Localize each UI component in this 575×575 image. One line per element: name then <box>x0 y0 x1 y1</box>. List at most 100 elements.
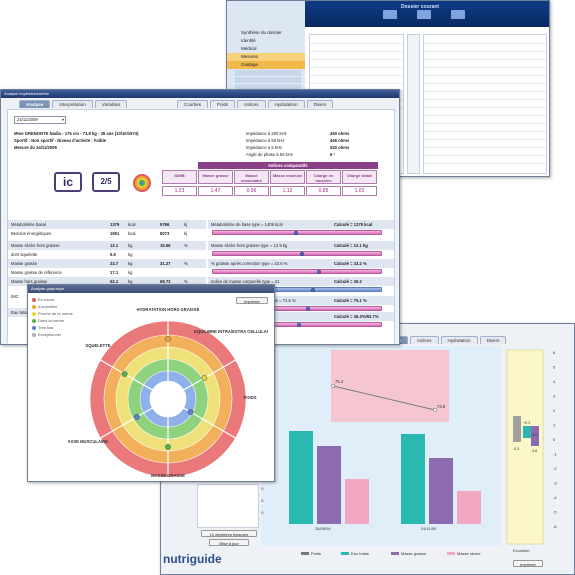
result-row: Masse grasse de référence 17.1 kg <box>8 268 206 277</box>
weight-point <box>331 384 335 388</box>
tab-hydratation[interactable]: Hydratation <box>440 336 478 344</box>
tab-indices[interactable]: Indices <box>237 100 266 108</box>
sidebar-item-synthese[interactable]: Synthèse du dossier <box>241 30 282 35</box>
radial-axis-label: SQUELETTE <box>85 343 110 348</box>
toolbar-icon[interactable] <box>451 10 465 19</box>
legend-label: Proche de la norme <box>38 311 73 316</box>
evolution-bar <box>531 426 539 446</box>
right-axis-tick: 1 <box>553 423 556 428</box>
measure-line: Mesure du 24/11/2009 <box>14 145 57 150</box>
tab-indices[interactable]: Indices <box>410 336 439 344</box>
indices-value: 0.85 <box>306 186 341 196</box>
legend-label: Poids <box>311 551 321 556</box>
legend-item: En excès <box>32 297 54 303</box>
legend-label: Dans la norme <box>38 318 65 323</box>
tabbar-right: Courbes Poids Indices Hydratation Divers <box>177 100 334 108</box>
right-axis-tick: 0 <box>553 437 556 442</box>
chart-bar <box>401 434 425 524</box>
indices-header: IDMB <box>162 170 197 184</box>
indices-value: 0.96 <box>234 186 269 196</box>
impedance-label: Impédance à 200 kHz <box>246 131 287 136</box>
norm-bar <box>212 251 382 256</box>
norm-slider-knob <box>300 251 305 256</box>
radial-marker <box>165 336 171 342</box>
side-list[interactable] <box>197 484 259 528</box>
left-axis-tick: 20 <box>261 498 264 503</box>
legend-label: Masse sèche <box>457 551 481 556</box>
indices-value: 1.47 <box>198 186 233 196</box>
norm-row: % graisse après correction type = 22.6 %… <box>208 259 394 268</box>
right-axis-tick: -5 <box>553 510 557 515</box>
row-v2: 68.73 <box>160 279 171 284</box>
row-u2: kj <box>184 231 188 236</box>
radial-axis-label: EQUILIBRE INTRA/EXTRA CELLULAIRE <box>194 329 268 334</box>
norm-calc: Calculé = 36.3%/63.7% <box>334 314 379 319</box>
tab-hydratation[interactable]: Hydratation <box>267 100 305 108</box>
status-dot-icon <box>32 311 36 316</box>
toolbar-icon[interactable] <box>383 10 397 19</box>
radial-axis-label: HYDRATATION HORS GRAISSE <box>137 307 200 312</box>
status-dot-icon <box>32 304 36 309</box>
print-button[interactable]: Imprimer <box>513 560 543 567</box>
tab-divers[interactable]: Divers <box>306 100 334 108</box>
chart-bar <box>457 491 481 524</box>
norm-slider-knob <box>305 306 310 311</box>
score-badge: 2/5 <box>92 172 120 192</box>
legend-item: Très bas <box>32 325 53 331</box>
row-v1: 5.5 <box>110 252 116 257</box>
graphic-analysis-popup: Analyse graphique Imprimer En excès A sur… <box>27 284 275 482</box>
row-label: dont squelette <box>11 252 38 257</box>
date-select[interactable]: 24/11/2009 ▾ <box>14 116 66 124</box>
sidebar-item-identite[interactable]: Identité <box>241 38 256 43</box>
indices-value: 1.02 <box>342 186 377 196</box>
impedance-value: 450 ohms <box>330 131 350 136</box>
row-label: Masse hors graisse <box>11 279 48 284</box>
indices-header: Masse osseuse <box>270 170 305 184</box>
tab-variables[interactable]: Variables <box>94 100 128 108</box>
indices-header: Masse musculaire <box>234 170 269 184</box>
tab-interpretation[interactable]: Interprétation <box>52 100 93 108</box>
status-dot-icon <box>32 297 36 302</box>
legend-swatch <box>447 552 455 555</box>
toolbar-icon[interactable] <box>417 10 431 19</box>
patient-line: Mme GRENONTE Nadia - 175 cm - 73,8 kg - … <box>14 131 139 136</box>
right-axis-tick: -1 <box>553 452 557 457</box>
evolution-bar <box>523 426 531 438</box>
legend-item: Exceptionnel <box>32 332 61 338</box>
norm-row: Calculé = 36.3%/63.7% <box>208 312 394 321</box>
norm-row: Indice de masse corporelle type = 21 Calc… <box>208 277 394 286</box>
radial-marker <box>121 371 128 377</box>
chart-bar <box>345 479 369 524</box>
row-v1: 1379 <box>110 222 120 227</box>
tab-divers[interactable]: Divers <box>479 336 507 344</box>
row-v2: 8073 <box>160 231 170 236</box>
tab-poids[interactable]: Poids <box>210 100 236 108</box>
tab-courbes[interactable]: Courbes <box>177 100 209 108</box>
update-button[interactable]: Mise à jour <box>209 539 249 546</box>
tab-analyse[interactable]: Analyse <box>19 100 51 108</box>
indices-table: Indices comparatifs IDMB 1.23 Masse grasse… <box>162 162 378 210</box>
sidebar-subitem[interactable] <box>235 77 301 84</box>
radial-axis-line <box>100 359 169 400</box>
row-label: Masse sèche hors graisse <box>11 243 60 248</box>
scroll-column[interactable] <box>407 34 420 174</box>
sidebar-item-mesures[interactable]: Mesures <box>227 53 305 61</box>
norm-label: Indice de masse corporelle type = 21 <box>211 279 280 284</box>
weight-value-label: 75.4 <box>335 379 344 384</box>
print-button[interactable]: Imprimer <box>236 297 268 304</box>
legend-item: Proche de la norme <box>32 311 73 317</box>
right-axis-tick: 3 <box>553 394 556 399</box>
target-icon <box>133 174 151 192</box>
indices-header: Charge en muscles <box>306 170 341 184</box>
chevron-down-icon: ▾ <box>61 117 64 122</box>
evolution-zone <box>506 349 544 545</box>
row-u1: kg <box>128 252 133 257</box>
weight-line <box>332 385 436 411</box>
last-measures-button[interactable]: 10 dernières mesures <box>201 530 257 537</box>
sidebar-item-medical[interactable]: Médical <box>241 46 257 51</box>
sidebar-subitem[interactable] <box>235 70 301 77</box>
right-axis-tick: -6 <box>553 524 557 529</box>
sidebar-item-guidage[interactable]: Guidage <box>227 61 305 69</box>
row-u1: kg <box>128 243 133 248</box>
left-axis-tick: 30 <box>261 486 264 491</box>
